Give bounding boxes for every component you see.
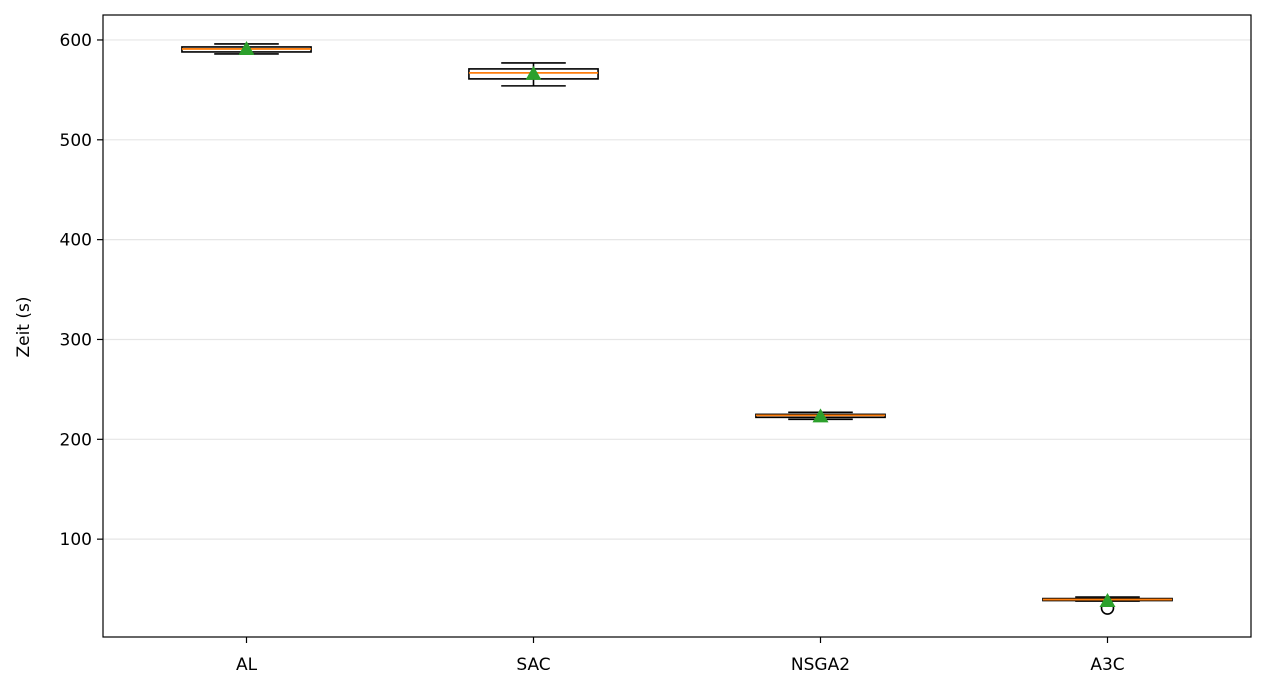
x-tick-label: NSGA2 xyxy=(791,655,850,675)
y-tick-label: 500 xyxy=(60,131,92,151)
mean-marker xyxy=(1099,593,1116,608)
box-nsga2 xyxy=(755,408,886,423)
box-al xyxy=(181,40,312,55)
mean-marker xyxy=(525,65,542,80)
y-tick-label: 400 xyxy=(60,231,92,251)
y-tick-label: 200 xyxy=(60,430,92,450)
plot-frame xyxy=(102,14,1252,638)
y-tick-label: 300 xyxy=(60,330,92,350)
box-plot-boxes xyxy=(181,40,1173,615)
mean-marker xyxy=(238,40,255,55)
x-axis-ticks: AL SAC NSGA2 A3C xyxy=(236,637,1125,675)
grid-lines xyxy=(103,39,1251,540)
y-tick-label: 600 xyxy=(60,31,92,51)
x-tick-label: A3C xyxy=(1090,655,1124,675)
y-tick-label: 100 xyxy=(60,530,92,550)
x-tick-label: AL xyxy=(236,655,258,675)
x-tick-label: SAC xyxy=(516,655,550,675)
y-axis-label: Zeit (s) xyxy=(14,296,34,357)
y-axis-ticks: 100 200 300 400 500 600 xyxy=(60,31,103,550)
mean-marker xyxy=(812,408,829,423)
box-sac xyxy=(468,62,599,87)
box-a3c xyxy=(1042,593,1173,615)
